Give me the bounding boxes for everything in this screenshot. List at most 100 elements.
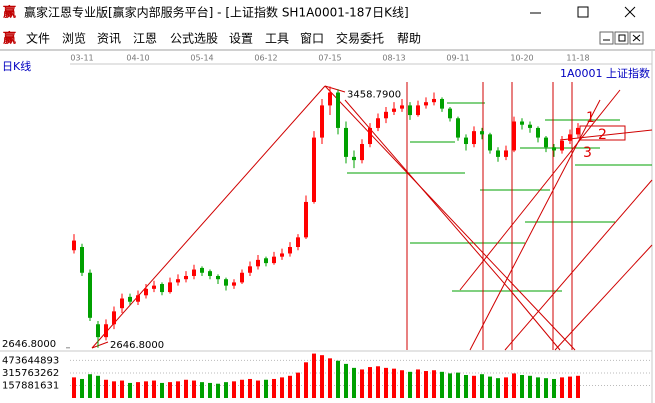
candle-body (456, 118, 460, 138)
menu-item[interactable]: 浏览 (62, 31, 86, 46)
volume-bar (544, 378, 548, 398)
candle-body (120, 298, 124, 309)
candle-body (112, 311, 116, 325)
volume-bar (136, 382, 140, 398)
candle-body (256, 259, 260, 267)
candle-body (352, 156, 356, 161)
candle-body (288, 247, 292, 254)
volume-bar (128, 382, 132, 398)
gann-annotation: 1 (586, 110, 595, 126)
candle-body (328, 92, 332, 106)
candle-body (576, 127, 580, 135)
candle-body (272, 256, 276, 264)
x-tick-label: 10-20 (510, 54, 533, 63)
volume-bar (536, 377, 540, 398)
volume-bar (376, 366, 380, 398)
candle-body (544, 137, 548, 148)
volume-bar (464, 375, 468, 398)
candle-body (264, 258, 268, 264)
volume-bar (496, 378, 500, 398)
volume-bar (576, 375, 580, 398)
candle-body (424, 102, 428, 106)
volume-bar (224, 382, 228, 398)
volume-bar (232, 381, 236, 398)
symbol-label: 1A0001 上证指数 (560, 66, 650, 80)
volume-bar (528, 375, 532, 398)
candle-body (80, 247, 84, 273)
menu-item[interactable]: 帮助 (397, 32, 421, 46)
volume-bar (184, 379, 188, 398)
candle-body (160, 284, 164, 293)
volume-bar (408, 371, 412, 398)
mdi-controls[interactable] (599, 31, 644, 45)
candle-body (320, 105, 324, 138)
candle-body (416, 105, 420, 116)
volume-bar (472, 375, 476, 398)
menu-item[interactable]: 江恩 (133, 32, 157, 46)
menu-item[interactable]: 公式选股 (170, 32, 218, 46)
window-controls[interactable] (530, 6, 636, 18)
menu-item[interactable]: 窗口 (300, 32, 324, 46)
mdi-minimize[interactable] (599, 31, 614, 45)
y2-tick-label: 473644893 (2, 355, 59, 366)
candle-body (200, 267, 204, 273)
volume-bar (272, 378, 276, 398)
candle-body (152, 285, 156, 289)
candle-body (440, 98, 444, 109)
volume-bar (456, 372, 460, 398)
candle-body (536, 127, 540, 138)
volume-bar (104, 379, 108, 398)
volume-bar (216, 383, 220, 398)
close-button[interactable] (624, 6, 636, 18)
menu-item[interactable]: 文件 (26, 31, 50, 46)
candle-body (232, 282, 236, 286)
gann-drawings (91, 82, 653, 351)
volume-bar (168, 382, 172, 398)
candle-body (520, 121, 524, 125)
volume-bar (344, 363, 348, 398)
volume-bar (328, 358, 332, 398)
volume-bar (200, 382, 204, 398)
candle-body (360, 144, 364, 161)
candle-body (384, 111, 388, 119)
menu-item[interactable]: 设置 (229, 32, 253, 46)
volume-bar (424, 371, 428, 398)
maximize-button[interactable] (577, 6, 589, 18)
volume-bar (208, 382, 212, 398)
volume-bar (296, 372, 300, 398)
volume-bar (256, 380, 260, 398)
volume-bar (480, 374, 484, 398)
menu-item[interactable]: 资讯 (97, 32, 121, 46)
candle-body (496, 150, 500, 157)
candle-body (304, 201, 308, 238)
y2-tick-label: 315763262 (2, 368, 59, 379)
candle-body (72, 240, 76, 251)
x-tick-label: 03-11 (70, 54, 93, 63)
candle-body (296, 237, 300, 248)
volume-bar (568, 376, 572, 398)
x-tick-label: 06-12 (254, 54, 277, 63)
candle-body (88, 272, 92, 318)
high-label: 3458.7900 (347, 89, 401, 100)
volume-bar (304, 362, 308, 398)
candle-body (512, 121, 516, 151)
candle-body (400, 105, 404, 109)
volume-bar (88, 374, 92, 398)
volume-bar (440, 371, 444, 398)
x-tick-label: 05-14 (190, 54, 213, 63)
volume-bar (520, 375, 524, 398)
candle-body (472, 131, 476, 145)
candle-body (464, 137, 468, 145)
volume-bar (312, 353, 316, 398)
candle-body (504, 150, 508, 157)
gann-annotation: 3 (583, 145, 592, 161)
candle-body (216, 275, 220, 280)
volume-bar (72, 377, 76, 398)
volume-bar (504, 377, 508, 398)
menu-item[interactable]: 工具 (265, 32, 289, 46)
mdi-restore[interactable] (614, 31, 629, 45)
volume-bar (152, 380, 156, 398)
menu-item[interactable]: 交易委托 (336, 31, 384, 46)
menu-icon: 赢 (3, 31, 16, 47)
volume-bar (368, 367, 372, 398)
